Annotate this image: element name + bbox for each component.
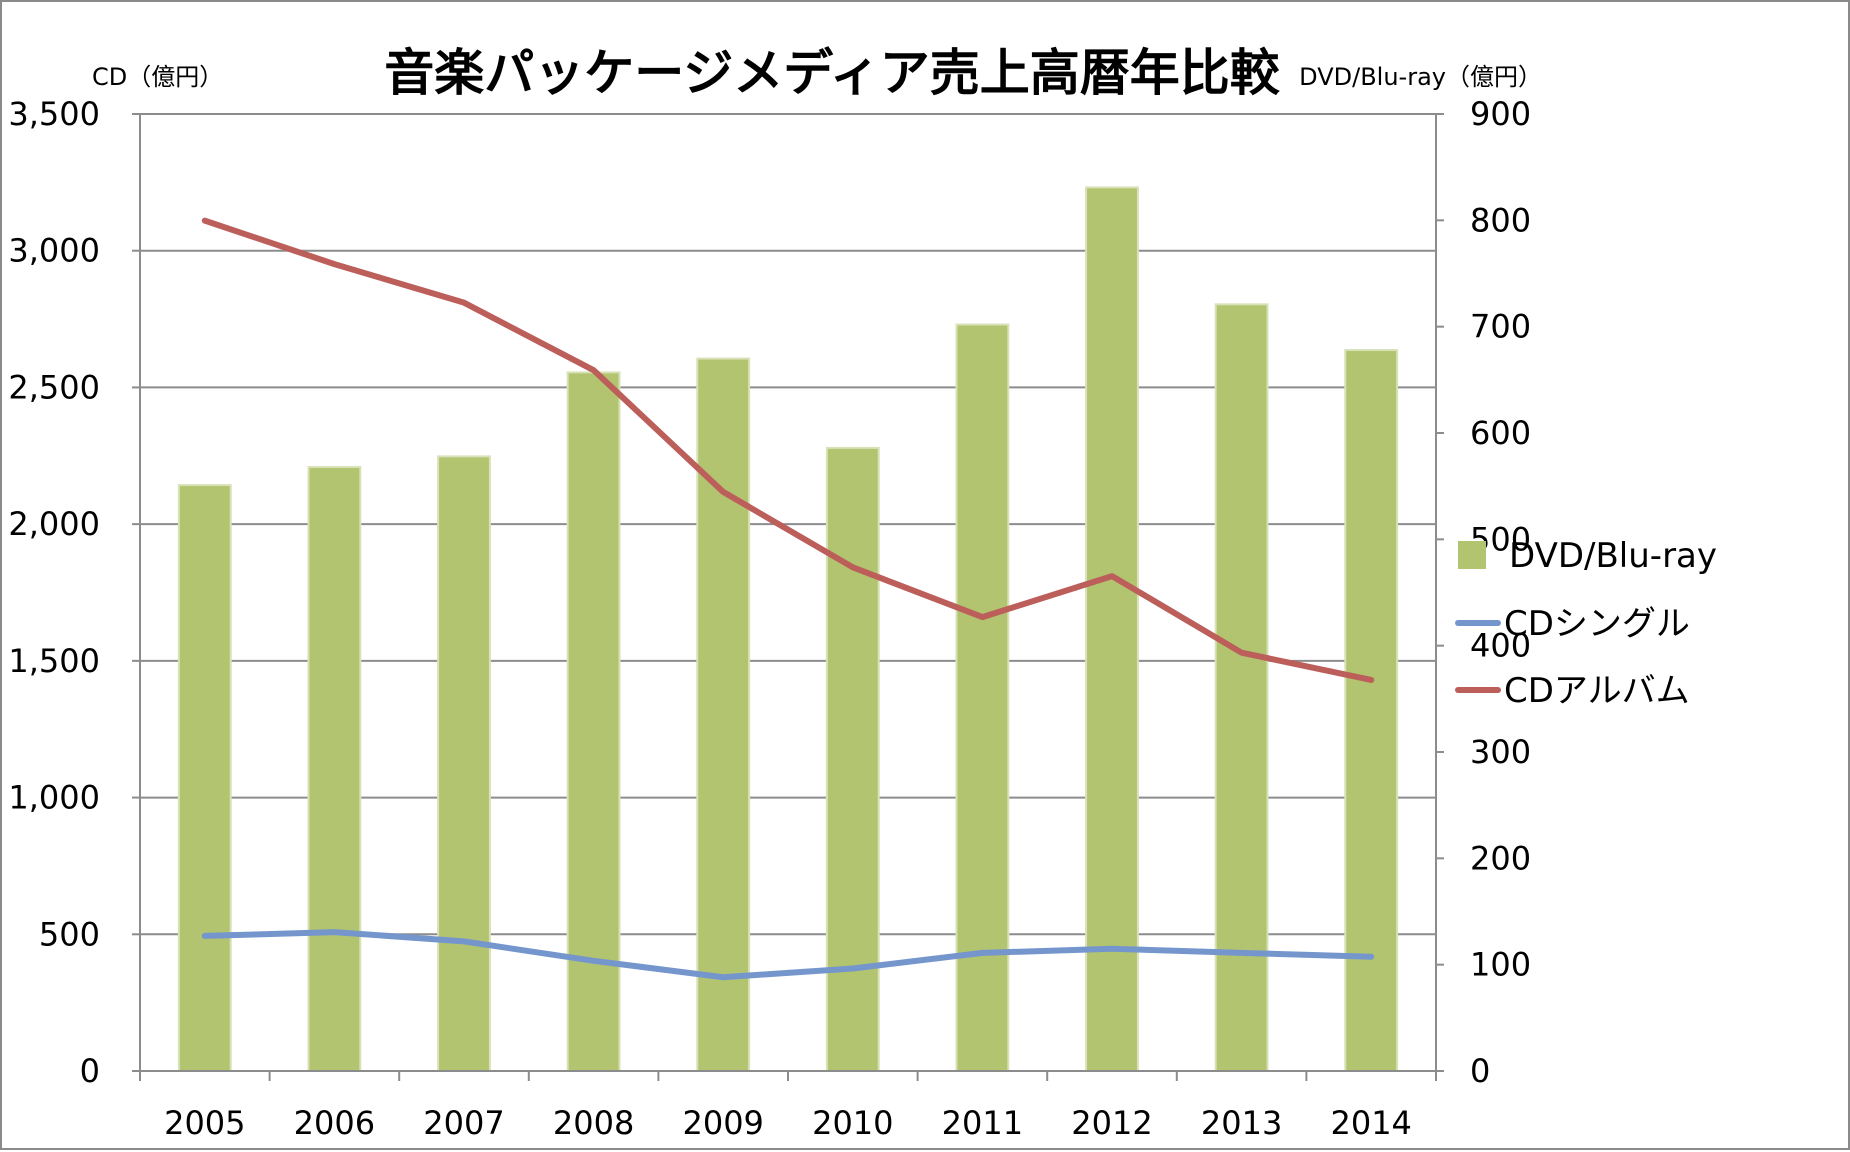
bar-dvd-bluray xyxy=(825,446,880,1072)
bar-series-layer xyxy=(177,186,1399,1073)
right-axis-tick-label: 200 xyxy=(1470,839,1531,877)
bar-dvd-bluray xyxy=(955,323,1010,1073)
right-axis-tick-label: 100 xyxy=(1470,946,1531,984)
bar-dvd-bluray xyxy=(177,484,232,1072)
right-axis-tick-label: 600 xyxy=(1470,414,1531,452)
legend-label-dvd-bluray: DVD/Blu-ray xyxy=(1509,536,1717,576)
bar-dvd-bluray xyxy=(307,466,362,1072)
left-axis-tick-label: 2,000 xyxy=(8,505,100,543)
left-axis-title: CD（億円） xyxy=(92,63,223,91)
right-axis-tick-label: 300 xyxy=(1470,733,1531,771)
x-axis-tick-label: 2006 xyxy=(294,1104,375,1142)
bar-dvd-bluray xyxy=(1214,303,1269,1072)
left-axis-tick-label: 1,000 xyxy=(8,779,100,817)
left-axis-tick-label: 2,500 xyxy=(8,368,100,406)
legend-label-cd-album: CDアルバム xyxy=(1504,671,1690,711)
left-axis-tick-label: 3,500 xyxy=(8,95,100,133)
line-series-cd-album xyxy=(201,217,1375,683)
x-axis-tick-label: 2012 xyxy=(1071,1104,1152,1142)
x-axis-tick-label: 2011 xyxy=(942,1104,1023,1142)
chart-title: 音楽パッケージメディア売上高暦年比較 xyxy=(384,44,1280,102)
axis-labels: 0 500 1,000 1,500 2,000 2,500 3,000 3,500 0 100 20… xyxy=(8,95,1531,1142)
left-axis-tick-label: 3,000 xyxy=(8,232,100,270)
bar-dvd-bluray xyxy=(1344,349,1399,1072)
right-axis-tick-label: 400 xyxy=(1470,627,1531,665)
x-axis-tick-label: 2014 xyxy=(1330,1104,1411,1142)
line-series-cd-single xyxy=(201,929,1375,981)
line-series-layer xyxy=(201,217,1375,981)
legend-label-cd-single: CDシングル xyxy=(1504,604,1690,644)
bar-dvd-bluray xyxy=(696,357,751,1073)
x-axis-tick-label: 2007 xyxy=(423,1104,504,1142)
right-axis-tick-label: 700 xyxy=(1470,308,1531,346)
right-axis-tick-label: 800 xyxy=(1470,201,1531,239)
legend: DVD/Blu-ray CDシングル CDアルバム xyxy=(1455,536,1717,711)
x-axis-tick-label: 2013 xyxy=(1201,1104,1282,1142)
x-axis-tick-label: 2005 xyxy=(164,1104,245,1142)
bar-dvd-bluray xyxy=(437,455,491,1073)
left-axis-tick-label: 1,500 xyxy=(8,642,100,680)
left-axis-tick-label: 0 xyxy=(80,1052,100,1090)
x-axis-tick-label: 2008 xyxy=(553,1104,634,1142)
right-axis-tick-label: 0 xyxy=(1470,1052,1490,1090)
right-axis-tick-label: 900 xyxy=(1470,95,1531,133)
x-axis-tick-label: 2009 xyxy=(682,1104,763,1142)
bar-dvd-bluray xyxy=(1085,186,1139,1072)
axes xyxy=(132,113,1444,1081)
legend-bar-swatch xyxy=(1458,541,1486,569)
bar-dvd-bluray xyxy=(566,371,621,1072)
right-axis-title: DVD/Blu-ray（億円） xyxy=(1299,63,1542,91)
x-axis-tick-label: 2010 xyxy=(812,1104,893,1142)
left-axis-tick-label: 500 xyxy=(39,915,100,953)
